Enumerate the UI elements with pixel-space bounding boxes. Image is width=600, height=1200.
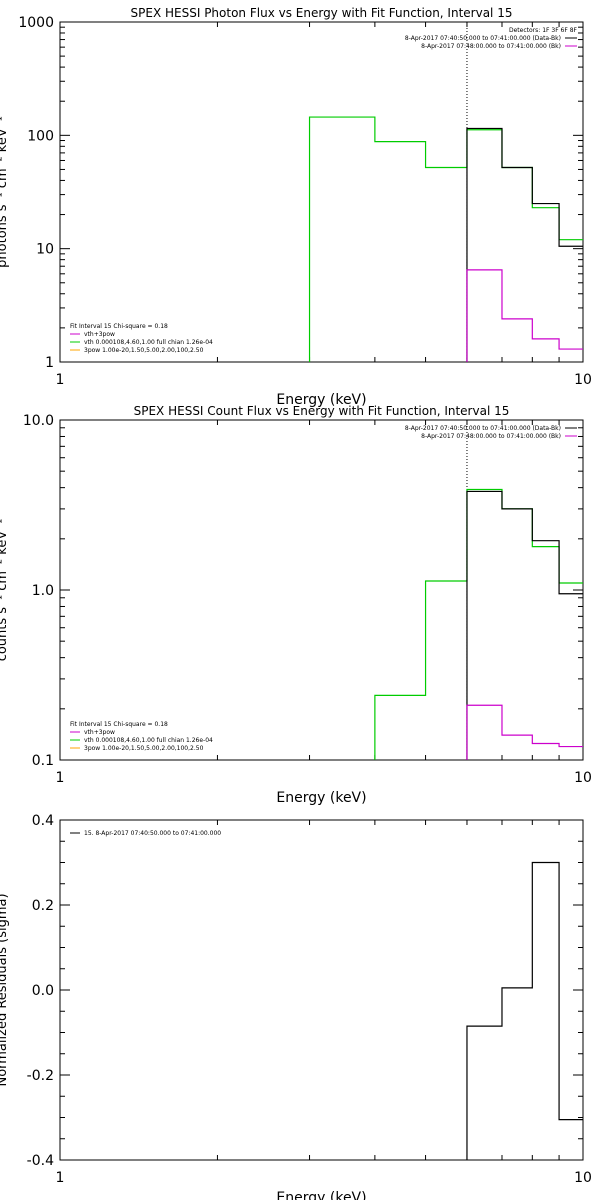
plot-frame bbox=[59, 819, 584, 1161]
plot-area bbox=[374, 488, 583, 760]
y-tick-label: 0.2 bbox=[32, 898, 54, 914]
x-axis-label: Energy (keV) bbox=[276, 790, 366, 806]
series-2-histogram bbox=[466, 490, 583, 760]
chart-title: SPEX HESSI Photon Flux vs Energy with Fi… bbox=[131, 6, 513, 20]
legend-header: Detectors: 1F 3F 6F 8F bbox=[509, 27, 578, 34]
x-tick-label: 1 bbox=[56, 372, 65, 388]
series-1-histogram bbox=[374, 488, 583, 760]
y-tick-label: 100 bbox=[27, 128, 54, 144]
chart-title: SPEX HESSI Count Flux vs Energy with Fit… bbox=[134, 404, 510, 418]
legend-entry-label: vth 0.000108,4.60,1.00 full chian 1.26e-… bbox=[84, 339, 213, 346]
y-tick-label: 10.0 bbox=[23, 413, 54, 429]
y-tick-label: -0.4 bbox=[27, 1153, 54, 1169]
chart-panel-3: 1 10 Energy (keV) -0.4 -0.2 0.0 0.2 0.4 Normaliz… bbox=[0, 813, 592, 1200]
series-1-histogram bbox=[308, 116, 583, 362]
legend-entry-label: vth+3pow bbox=[84, 729, 115, 736]
x-axis-label: Energy (keV) bbox=[276, 392, 366, 408]
series-1-histogram bbox=[466, 861, 583, 1160]
y-tick-label: 0.1 bbox=[32, 753, 54, 769]
plot-frame bbox=[59, 21, 584, 363]
legend-entry-label: 8-Apr-2017 07:40:50.000 to 07:41:00.000 … bbox=[405, 425, 561, 432]
legend-entry-label: 8-Apr-2017 07:48:00.000 to 07:41:00.000 … bbox=[421, 43, 561, 50]
y-tick-label: 1 bbox=[45, 355, 54, 371]
y-tick-label: -0.2 bbox=[27, 1068, 54, 1084]
series-3-histogram bbox=[466, 704, 583, 760]
chart-panel-1: SPEX HESSI Photon Flux vs Energy with Fi… bbox=[0, 6, 592, 408]
y-axis-label: photons s⁻¹ cm⁻² keV⁻¹ bbox=[0, 116, 10, 268]
legend-entry-label: vth+3pow bbox=[84, 331, 115, 338]
legend-entry-label: 3pow 1.00e-20,1.50,5.00,2.00,100,2.50 bbox=[84, 745, 204, 752]
y-tick-label: 1000 bbox=[18, 15, 54, 31]
y-tick-label: 0.4 bbox=[32, 813, 54, 829]
x-tick-label: 10 bbox=[574, 1170, 592, 1186]
legend-entry-label: 3pow 1.00e-20,1.50,5.00,2.00,100,2.50 bbox=[84, 347, 204, 354]
legend-entry-label: 8-Apr-2017 07:40:50.000 to 07:41:00.000 … bbox=[405, 35, 561, 42]
y-tick-label: 1.0 bbox=[32, 583, 54, 599]
y-axis-label: Normalized Residuals (sigma) bbox=[0, 893, 10, 1086]
series-3-histogram bbox=[466, 269, 583, 362]
x-tick-label: 1 bbox=[56, 770, 65, 786]
legend-entry-label: 8-Apr-2017 07:48:00.000 to 07:41:00.000 … bbox=[421, 433, 561, 440]
plot-area bbox=[308, 116, 583, 362]
x-axis-label: Energy (keV) bbox=[276, 1190, 366, 1200]
legend-entry-label: vth 0.000108,4.60,1.00 full chian 1.26e-… bbox=[84, 737, 213, 744]
y-tick-label: 0.0 bbox=[32, 983, 54, 999]
y-axis-label: counts s⁻¹ cm⁻² keV⁻¹ bbox=[0, 519, 10, 662]
chart-panel-2: SPEX HESSI Count Flux vs Energy with Fit… bbox=[0, 404, 592, 806]
x-tick-label: 10 bbox=[574, 770, 592, 786]
x-tick-label: 10 bbox=[574, 372, 592, 388]
series-2-histogram bbox=[466, 127, 583, 362]
legend-entry-label: 15. 8-Apr-2017 07:40:50.000 to 07:41:00.… bbox=[84, 830, 221, 837]
plot-frame bbox=[59, 419, 584, 761]
x-tick-label: 1 bbox=[56, 1170, 65, 1186]
plot-area bbox=[466, 861, 583, 1160]
legend-header: Fit Interval 15 Chi-square = 0.18 bbox=[70, 721, 168, 728]
y-tick-label: 10 bbox=[36, 242, 54, 258]
legend-header: Fit Interval 15 Chi-square = 0.18 bbox=[70, 323, 168, 330]
